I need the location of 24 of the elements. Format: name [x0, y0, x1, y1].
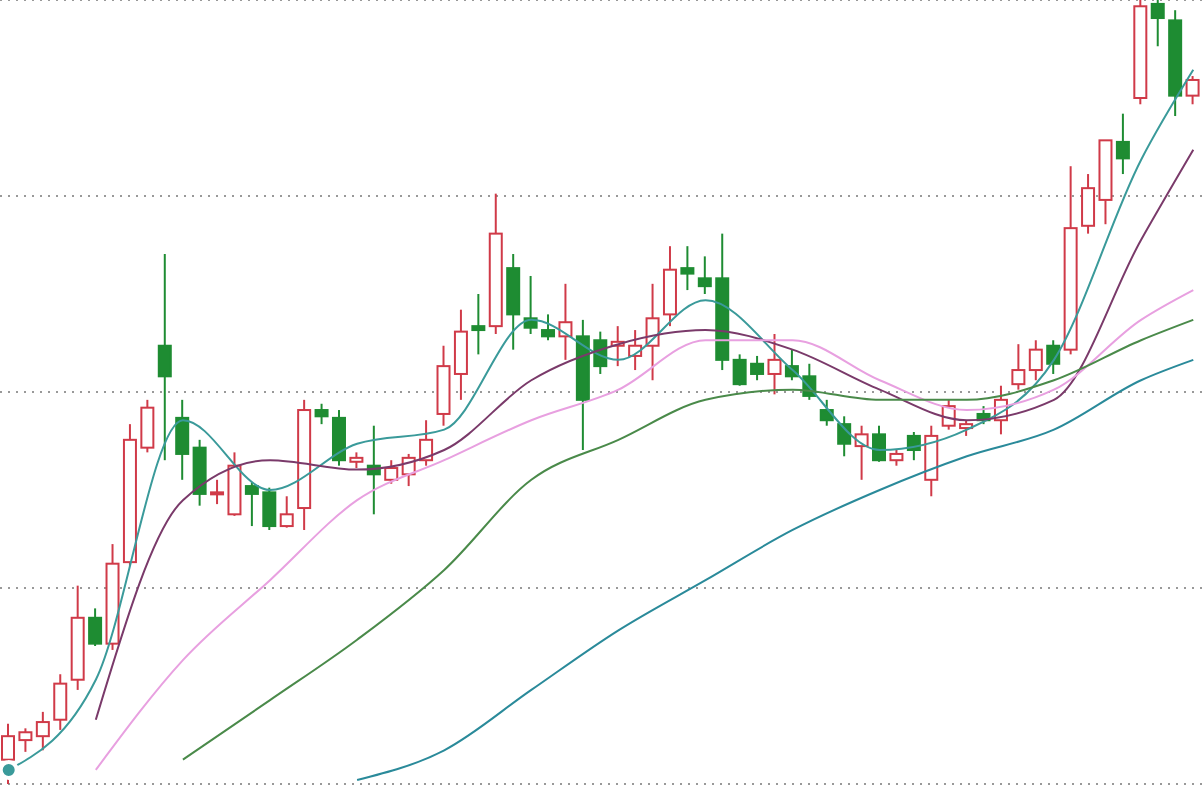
candlestick [506, 253, 521, 351]
candlestick [279, 495, 294, 529]
candlestick [680, 245, 695, 292]
candlestick [1011, 343, 1026, 391]
candlestick [384, 459, 399, 485]
candlestick [314, 402, 329, 426]
candlestick [331, 409, 346, 467]
candlestick [175, 398, 190, 481]
candlestick [662, 245, 677, 328]
candlestick [767, 332, 782, 396]
candlestick [53, 673, 68, 731]
candlestick [872, 424, 887, 463]
candlestick [157, 253, 172, 462]
candlestick [837, 415, 852, 458]
candlestick [471, 293, 486, 356]
candlestick [541, 313, 556, 342]
candlestick [192, 438, 207, 507]
candlestick [1115, 112, 1130, 176]
candlestick [1150, 0, 1165, 48]
candlestick [924, 424, 939, 498]
candlestick [35, 710, 50, 752]
candlestick [88, 607, 103, 648]
candlestick [1185, 75, 1200, 106]
candlestick [1028, 339, 1043, 382]
